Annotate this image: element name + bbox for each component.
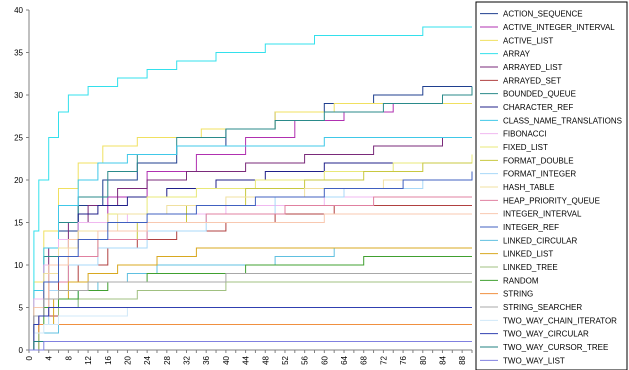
- legend-label: TWO_WAY_LIST: [503, 356, 565, 365]
- series-line: [29, 171, 473, 351]
- x-tick-label: 16: [104, 355, 113, 364]
- series-group: [29, 26, 473, 351]
- legend-label: BOUNDED_QUEUE: [503, 90, 576, 99]
- legend-label: HASH_TABLE: [503, 183, 554, 192]
- y-tick-label: 25: [14, 134, 23, 143]
- legend-label: FIXED_LIST: [503, 143, 548, 152]
- y-tick-label: 30: [14, 91, 23, 100]
- legend-label: FORMAT_DOUBLE: [503, 156, 574, 165]
- x-tick-label: 48: [261, 355, 270, 364]
- x-tick-label: 80: [419, 355, 428, 364]
- legend-label: RANDOM: [503, 276, 539, 285]
- y-tick-label: 35: [14, 49, 23, 58]
- legend-label: CLASS_NAME_TRANSLATIONS: [503, 116, 622, 125]
- x-tick-label: 56: [301, 355, 310, 364]
- y-tick-label: 40: [14, 6, 23, 15]
- x-tick-label: 88: [458, 355, 467, 364]
- x-tick-label: 28: [163, 355, 172, 364]
- legend-label: ACTION_SEQUENCE: [503, 10, 583, 19]
- x-tick-label: 4: [45, 355, 54, 360]
- y-axis: 0 5 10 15 20 25 30 35 40: [14, 6, 30, 355]
- legend-label: CHARACTER_REF: [503, 103, 573, 112]
- legend: ACTION_SEQUENCE ACTIVE_INTEGER_INTERVAL AC…: [475, 1, 628, 370]
- legend-label: ARRAYED_SET: [503, 76, 561, 85]
- x-tick-label: 44: [242, 355, 251, 364]
- x-tick-label: 36: [202, 355, 211, 364]
- legend-label: ARRAYED_LIST: [503, 63, 563, 72]
- x-tick-label: 72: [379, 355, 388, 364]
- x-tick-label: 52: [281, 355, 290, 364]
- legend-label: FIBONACCI: [503, 130, 547, 139]
- legend-label: LINKED_TREE: [503, 263, 558, 272]
- legend-label: TWO_WAY_CIRCULAR: [503, 330, 589, 339]
- y-tick-label: 10: [14, 261, 23, 270]
- legend-label: STRING: [503, 290, 533, 299]
- legend-label: LINKED_LIST: [503, 250, 553, 259]
- legend-label: STRING_SEARCHER: [503, 303, 582, 312]
- series-line: [29, 26, 472, 351]
- legend-label: TWO_WAY_CURSOR_TREE: [503, 343, 608, 352]
- x-tick-label: 24: [143, 355, 152, 364]
- x-tick-label: 40: [222, 355, 231, 364]
- series-line: [29, 341, 472, 351]
- legend-label: LINKED_CIRCULAR: [503, 236, 577, 245]
- x-tick-label: 32: [183, 355, 192, 364]
- x-tick-label: 76: [399, 355, 408, 364]
- series-line: [29, 273, 472, 351]
- x-axis: 0 4 8 12 16 20 24 28 32 36 40 44 48 52 56 60 64 68 72 76 80 8…: [25, 349, 473, 365]
- legend-label: INTEGER_INTERVAL: [503, 210, 582, 219]
- y-tick-label: 20: [14, 176, 23, 185]
- x-tick-label: 68: [360, 355, 369, 364]
- x-tick-label: 12: [84, 355, 93, 364]
- x-tick-label: 84: [438, 355, 447, 364]
- y-tick-label: 5: [19, 304, 24, 313]
- legend-label: INTEGER_REF: [503, 223, 559, 232]
- x-tick-label: 0: [25, 355, 34, 360]
- x-tick-label: 64: [340, 355, 349, 364]
- x-tick-label: 20: [123, 355, 132, 364]
- legend-label: ARRAY: [503, 50, 531, 59]
- x-tick-label: 60: [320, 355, 329, 364]
- y-tick-label: 0: [19, 346, 24, 355]
- legend-label: HEAP_PRIORITY_QUEUE: [503, 196, 600, 205]
- legend-box: [475, 1, 628, 370]
- legend-label: ACTIVE_INTEGER_INTERVAL: [503, 23, 615, 32]
- x-tick-label: 8: [64, 355, 73, 360]
- legend-label: FORMAT_INTEGER: [503, 170, 576, 179]
- legend-label: ACTIVE_LIST: [503, 36, 553, 45]
- legend-label: TWO_WAY_CHAIN_ITERATOR: [503, 316, 617, 325]
- y-tick-label: 15: [14, 219, 23, 228]
